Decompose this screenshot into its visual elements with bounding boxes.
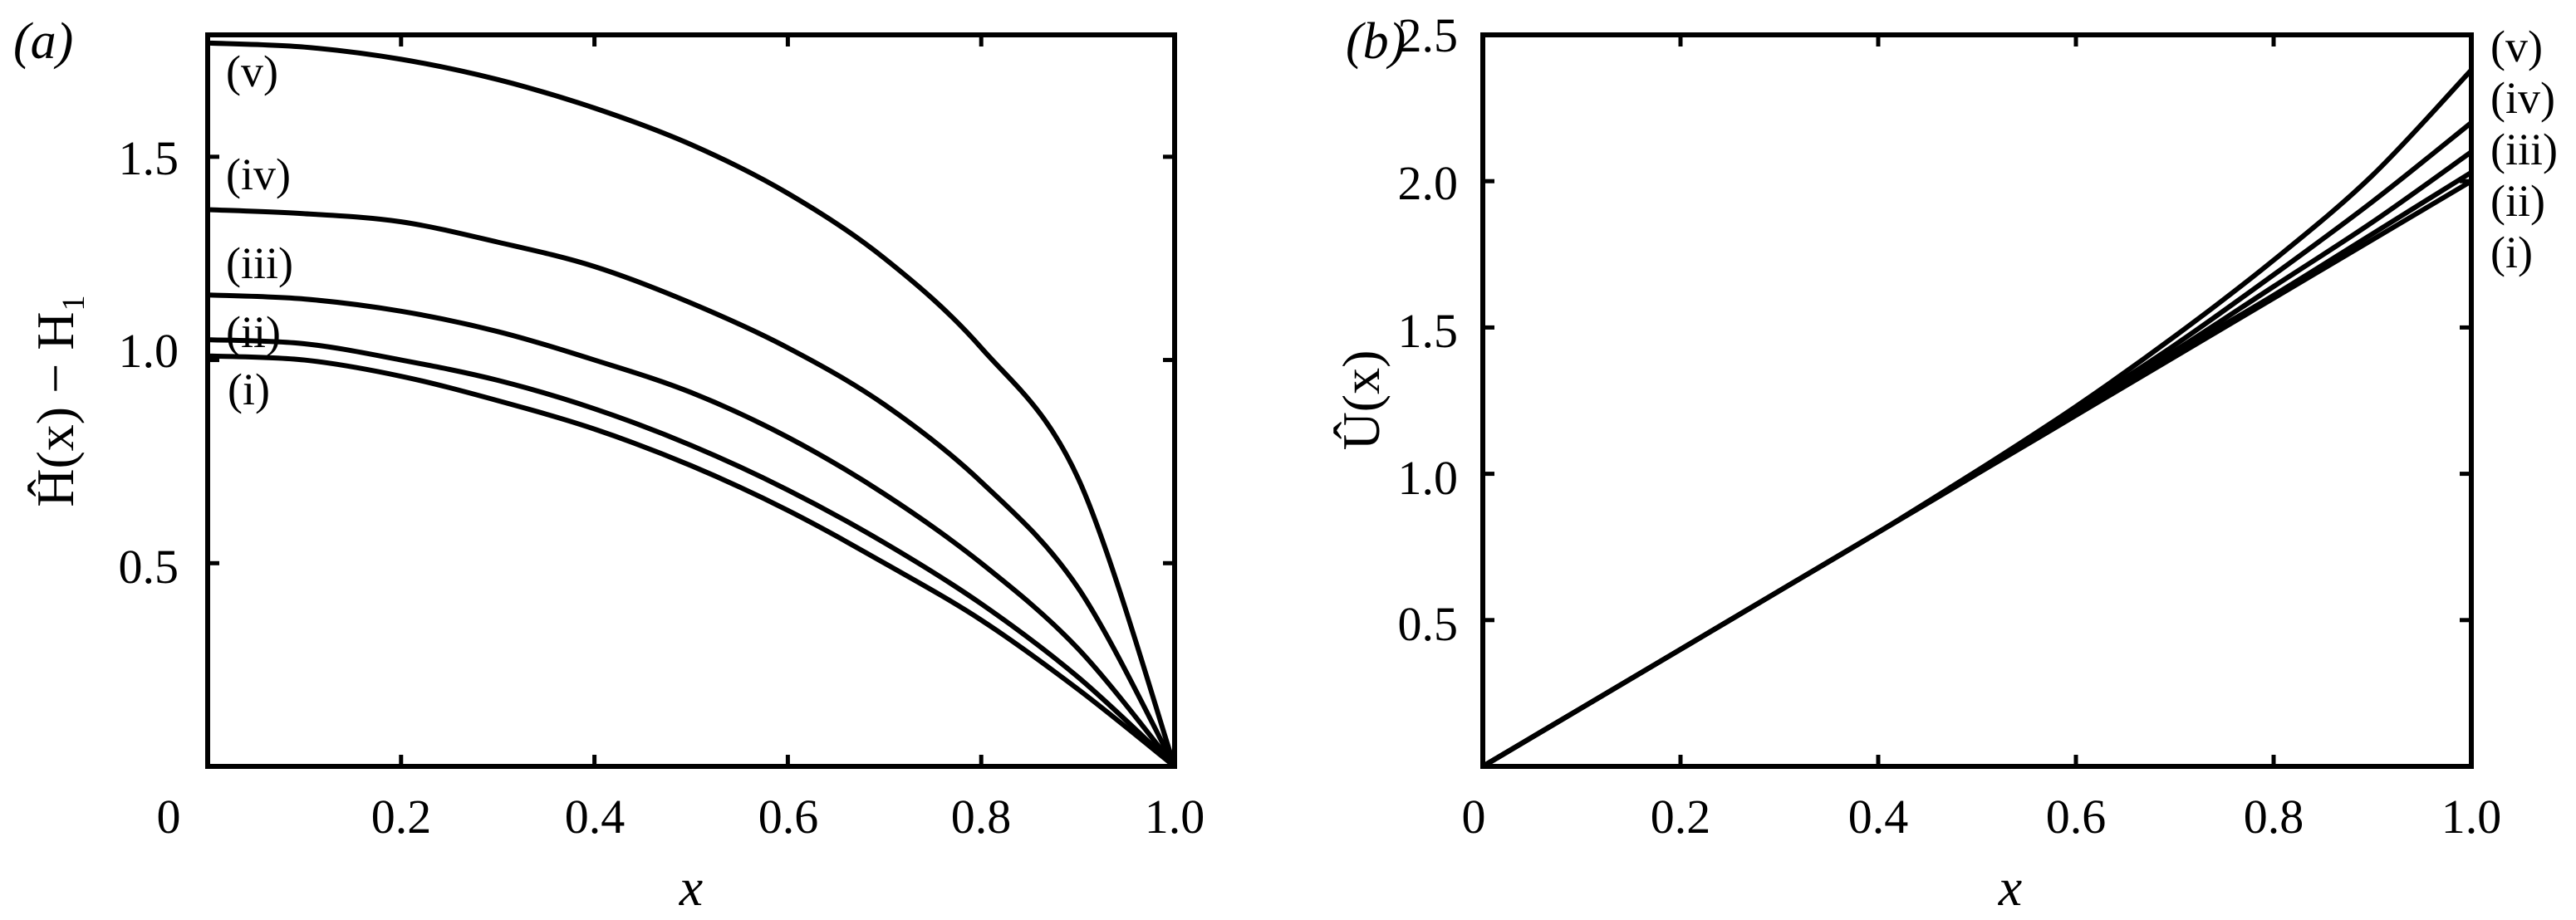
panel-b-ytick-label: 0.5	[1398, 597, 1459, 651]
curve-label-iii: (iii)	[226, 238, 293, 288]
panel-b-curves	[1481, 68, 2474, 769]
panel-b-xtick-label: 0.2	[1651, 790, 1711, 844]
panel-a-xtick-label: 0	[157, 790, 181, 844]
curve-ii	[207, 337, 1177, 769]
panel-b-x-axis-title: x	[1998, 858, 2022, 917]
panel-a-xtick-label: 0.4	[565, 790, 626, 844]
curve-v	[1481, 68, 2474, 769]
panel-a: (a) 0.5 1.0 1.5 0 0.2 0.4 0.6 0.8 1.0 x …	[13, 13, 1205, 917]
curve-iii	[207, 292, 1177, 768]
panel-b: (b) 0.5 1.0 1.5 2.0 2.5 0 0.2 0.4 0.6 0.…	[1332, 8, 2558, 917]
panel-a-ytick-label: 1.0	[119, 324, 179, 378]
panel-a-frame	[205, 32, 1177, 769]
curve-label-ii: (ii)	[2490, 176, 2545, 226]
curve-label-v: (v)	[2490, 22, 2543, 71]
panel-b-ytick-label: 2.0	[1398, 156, 1459, 210]
curve-label-iv: (iv)	[226, 149, 291, 199]
panel-a-y-axis-title: Ĥ(x) − H₁	[26, 293, 85, 506]
panel-b-y-axis-title: Û(x)	[1332, 350, 1391, 451]
curve-label-v: (v)	[226, 46, 278, 96]
panel-a-label: (a)	[13, 13, 73, 70]
panel-b-ticks	[1483, 35, 2471, 766]
panel-b-ytick-label: 2.5	[1398, 8, 1459, 62]
panel-a-ticks	[208, 35, 1175, 766]
panel-a-xtick-label: 1.0	[1145, 790, 1205, 844]
panel-a-xtick-label: 0.2	[371, 790, 432, 844]
panel-b-xtick-label: 0.8	[2244, 790, 2304, 844]
curve-label-i: (i)	[228, 365, 270, 414]
panel-a-x-axis-title: x	[679, 858, 703, 917]
panel-b-frame	[1480, 32, 2474, 769]
panel-b-xtick-label: 0.6	[2046, 790, 2107, 844]
panel-b-xtick-label: 0	[1462, 790, 1486, 844]
curve-i	[207, 353, 1176, 769]
panel-b-ytick-label: 1.5	[1398, 304, 1459, 358]
panel-b-xtick-label: 1.0	[2441, 790, 2502, 844]
panel-b-ytick-label: 1.0	[1398, 451, 1459, 505]
curve-iv	[207, 207, 1177, 768]
panel-b-label: (b)	[1346, 13, 1406, 70]
curve-iii	[1481, 149, 2473, 769]
panel-a-xtick-label: 0.6	[758, 790, 819, 844]
panel-a-ytick-label: 1.5	[119, 131, 179, 185]
panel-a-ytick-label: 0.5	[119, 540, 179, 594]
curve-label-iii: (iii)	[2490, 125, 2558, 174]
panel-a-xtick-label: 0.8	[951, 790, 1012, 844]
curve-label-i: (i)	[2490, 228, 2533, 277]
panel-b-xtick-label: 0.4	[1848, 790, 1909, 844]
curve-label-ii: (ii)	[226, 307, 281, 357]
curve-label-iv: (iv)	[2490, 73, 2555, 123]
curve-v	[207, 40, 1177, 767]
panel-a-curves	[207, 40, 1177, 769]
